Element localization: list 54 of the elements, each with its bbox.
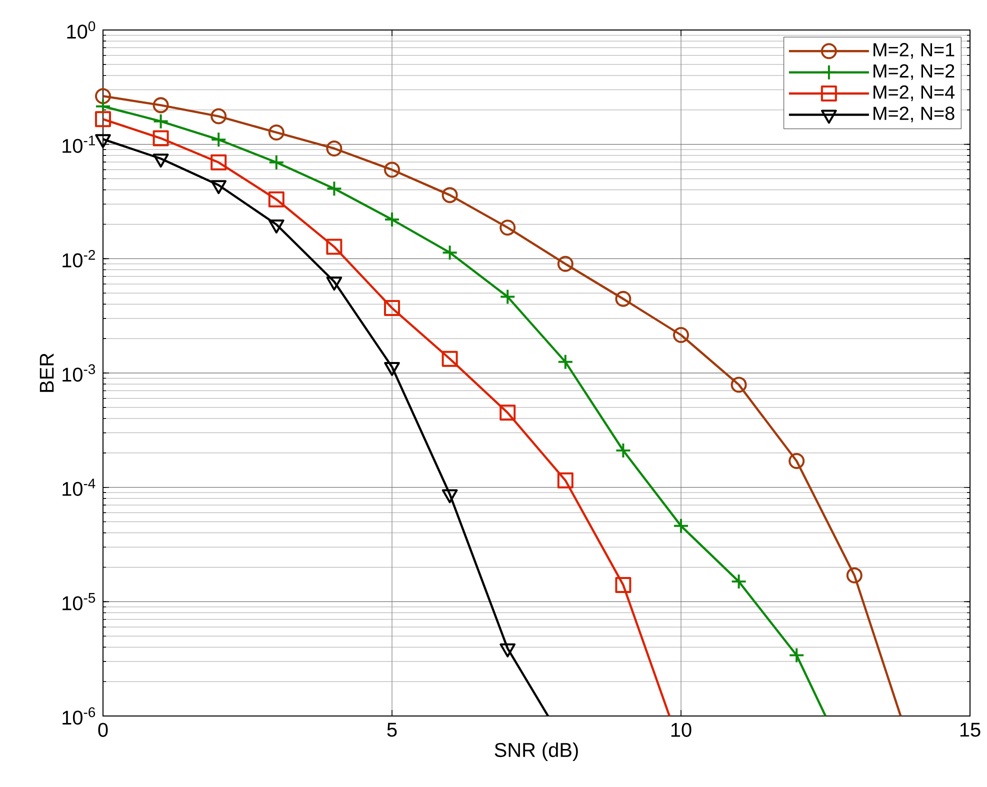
y-tick-label: 10$^{-5}$ <box>62 593 96 610</box>
point <box>500 220 516 236</box>
point <box>615 576 632 593</box>
point <box>846 567 862 584</box>
point <box>384 300 400 316</box>
point <box>95 98 111 114</box>
point <box>673 518 690 534</box>
point <box>268 124 284 140</box>
point <box>730 574 747 590</box>
point <box>152 97 169 114</box>
legend-label: M=2, N=8 <box>874 106 954 122</box>
point <box>210 154 227 170</box>
point <box>557 354 574 370</box>
point <box>615 290 632 307</box>
x-axis-title: SNR (dB) <box>494 742 578 761</box>
point <box>442 350 458 367</box>
point <box>442 244 458 261</box>
point <box>500 288 516 305</box>
point <box>95 88 111 104</box>
x-tick-label: 10 <box>671 722 692 737</box>
x-tick-label: 15 <box>960 722 980 737</box>
point <box>95 111 111 128</box>
point <box>673 326 690 343</box>
point <box>384 212 400 228</box>
y-tick-label: 10$^{-3}$ <box>62 364 96 382</box>
point <box>268 191 284 208</box>
point <box>152 113 169 130</box>
point <box>730 376 747 393</box>
point <box>500 404 516 421</box>
legend-label: M=2, N=1 <box>874 43 954 59</box>
y-tick-label: 10$^{0}$ <box>67 21 96 39</box>
point <box>557 256 574 272</box>
point <box>788 452 805 469</box>
point <box>268 154 284 170</box>
point <box>557 472 574 488</box>
point <box>152 130 169 146</box>
point <box>326 180 342 197</box>
point <box>210 132 227 148</box>
point <box>384 162 400 178</box>
legend-label: M=2, N=2 <box>874 64 954 80</box>
point <box>326 238 342 255</box>
point <box>615 442 632 458</box>
legend-label: M=2, N=4 <box>874 85 955 102</box>
x-tick-label: 0 <box>98 722 108 737</box>
y-tick-label: 10$^{-4}$ <box>62 478 96 496</box>
point <box>788 647 805 664</box>
y-tick-label: 10$^{-1}$ <box>62 136 95 153</box>
y-tick-label: 10$^{-2}$ <box>62 250 95 268</box>
y-axis-title: BER <box>40 353 54 392</box>
x-tick-label: 5 <box>387 722 397 737</box>
point <box>442 187 458 204</box>
y-tick-label: 10$^{-6}$ <box>62 707 96 725</box>
point <box>210 108 227 124</box>
point <box>326 140 342 156</box>
